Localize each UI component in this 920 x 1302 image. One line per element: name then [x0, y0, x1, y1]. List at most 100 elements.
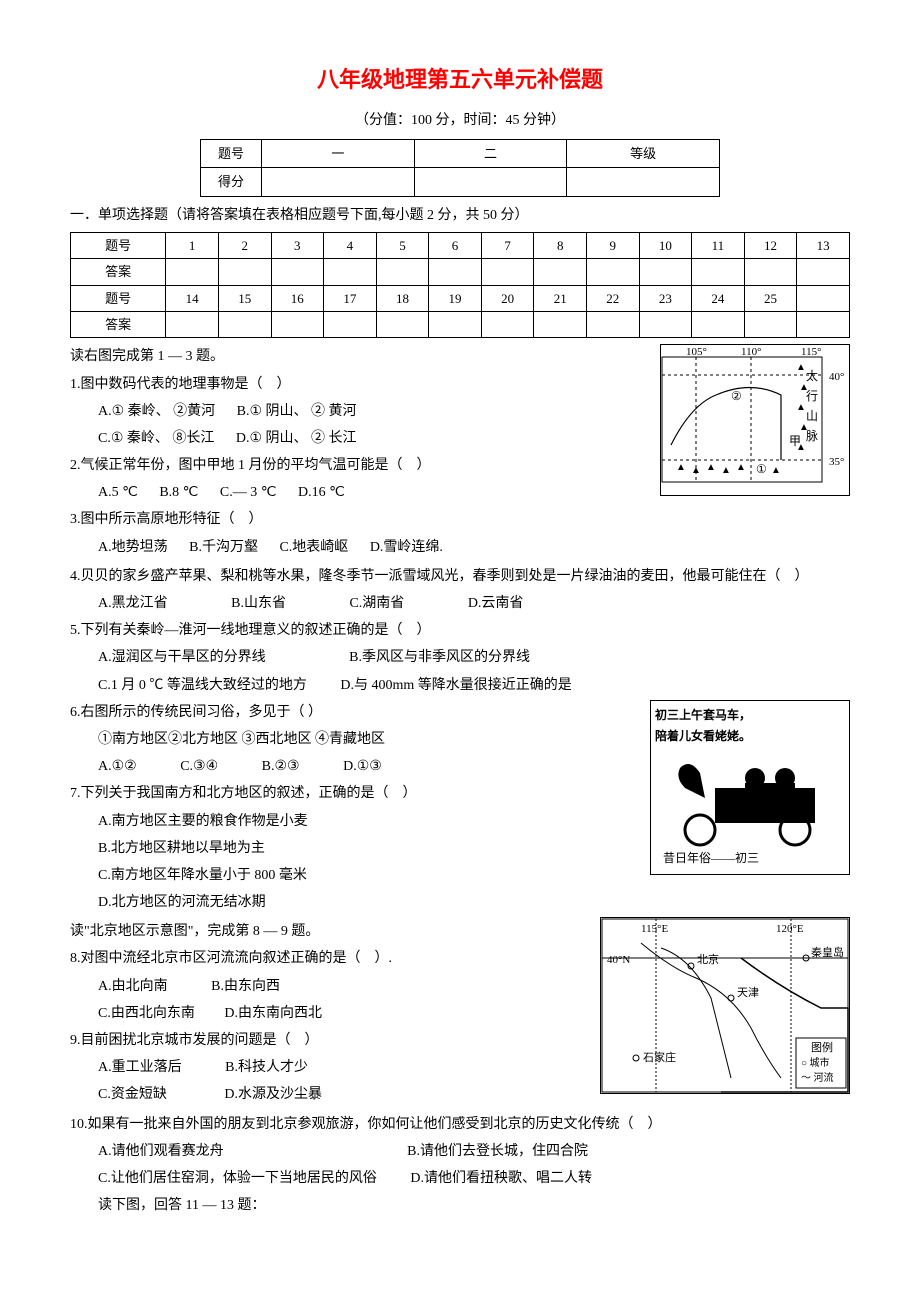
cell: 22 — [586, 285, 639, 311]
lon-label: 115° — [801, 346, 822, 358]
cell: 题号 — [71, 232, 166, 258]
opt: D.16 ℃ — [298, 480, 345, 505]
cell — [797, 285, 850, 311]
svg-text:▲: ▲ — [691, 465, 701, 476]
cell: 等级 — [567, 139, 720, 167]
cell: 二 — [414, 139, 567, 167]
opt: D.① 阴山、 ② 长江 — [236, 426, 357, 451]
cell: 一 — [262, 139, 415, 167]
fig2-line1: 初三上午套马车， — [655, 705, 845, 727]
cell — [262, 168, 415, 196]
taihang-label: 山 — [806, 409, 818, 423]
legend-title: 图例 — [811, 1040, 833, 1054]
opt: B.千沟万壑 — [189, 535, 258, 560]
city-beijing: 北京 — [697, 952, 719, 966]
options-4: A.黑龙江省 B.山东省 C.湖南省 D.云南省 — [70, 591, 850, 616]
cell: 6 — [429, 232, 482, 258]
taihang-label: 太 — [806, 368, 818, 383]
opt: C.由西北向东南 — [98, 1001, 195, 1026]
cell — [567, 168, 720, 196]
cell: 9 — [586, 232, 639, 258]
opt: B.②③ — [262, 754, 300, 779]
opt: B.① 阴山、 ② 黄河 — [237, 399, 357, 424]
lon-label: 120°E — [776, 923, 804, 935]
table-row: 答案 — [71, 311, 850, 337]
lon-label: 105° — [686, 346, 707, 358]
svg-text:▲: ▲ — [796, 442, 806, 453]
cell: 15 — [218, 285, 271, 311]
cell: 10 — [639, 232, 692, 258]
opt: B.科技人才少 — [225, 1055, 308, 1080]
opt: C.资金短缺 — [98, 1082, 167, 1107]
opt: C.① 秦岭、 ⑧长江 — [98, 426, 214, 451]
lat-label: 35° — [829, 456, 844, 468]
svg-text:▲: ▲ — [721, 465, 731, 476]
opt: D.雪岭连绵. — [370, 535, 443, 560]
cell: 题号 — [71, 285, 166, 311]
cell: 21 — [534, 285, 587, 311]
cell: 18 — [376, 285, 429, 311]
figure-loess-plateau-map: 105° 110° 115° 40° 35° ② ① 甲 太 行 山 脉 ▲▲▲… — [660, 344, 850, 496]
cell: 3 — [271, 232, 324, 258]
figure-folk-custom: 初三上午套马车， 陪着儿女看姥姥。 昔日年俗——初三 — [650, 700, 850, 875]
opt: A.①② — [98, 754, 137, 779]
opt-7d: D.北方地区的河流无结冰期 — [70, 890, 850, 915]
opt: A.地势坦荡 — [98, 535, 168, 560]
lat-label: 40°N — [607, 954, 630, 966]
cell: 14 — [166, 285, 219, 311]
legend-city: ○ 城市 — [801, 1056, 830, 1069]
cell: 20 — [481, 285, 534, 311]
opt: C.地表崎岖 — [279, 535, 348, 560]
cell: 23 — [639, 285, 692, 311]
opt: D.水源及沙尘暴 — [224, 1082, 322, 1107]
cell: 17 — [324, 285, 377, 311]
figure-beijing-map: 115°E 120°E 40°N 北京 天津 石家庄 秦皇岛 图例 ○ 城市 ～… — [600, 917, 850, 1094]
options-3: A.地势坦荡 B.千沟万壑 C.地表崎岖 D.雪岭连绵. — [70, 535, 850, 560]
opt: A.① 秦岭、 ②黄河 — [98, 399, 215, 424]
cell: 2 — [218, 232, 271, 258]
lon-label: 115°E — [641, 923, 668, 935]
city-tianjin: 天津 — [737, 986, 759, 999]
city-sjz: 石家庄 — [643, 1050, 676, 1064]
fig2-line2: 陪着儿女看姥姥。 — [655, 726, 845, 748]
svg-text:▲: ▲ — [771, 465, 781, 476]
score-table: 题号 一 二 等级 得分 — [200, 139, 720, 197]
opt: D.请他们看扭秧歌、唱二人转 — [410, 1166, 592, 1191]
cell: 题号 — [201, 139, 262, 167]
cell: 5 — [376, 232, 429, 258]
city-qhd: 秦皇岛 — [811, 945, 844, 959]
marker-one: ① — [756, 462, 767, 476]
cell: 得分 — [201, 168, 262, 196]
section-a-heading: 一．单项选择题（请将答案填在表格相应题号下面,每小题 2 分，共 50 分） — [70, 203, 850, 228]
legend-river: ～ 河流 — [801, 1071, 834, 1084]
cell: 答案 — [71, 259, 166, 285]
opt: A.请他们观看赛龙舟 — [98, 1139, 224, 1164]
question-5: 5.下列有关秦岭—淮河一线地理意义的叙述正确的是（ ） — [70, 618, 850, 643]
page-subtitle: （分值：100 分，时间：45 分钟） — [70, 108, 850, 133]
cell: 12 — [744, 232, 797, 258]
opt: D.①③ — [343, 754, 382, 779]
cell: 7 — [481, 232, 534, 258]
opt: A.湿润区与干旱区的分界线 — [98, 645, 266, 670]
cell: 4 — [324, 232, 377, 258]
options-5cd: C.1 月 0 ℃ 等温线大致经过的地方 D.与 400mm 等降水量很接近正确… — [70, 673, 850, 698]
table-row: 答案 — [71, 259, 850, 285]
options-5ab: A.湿润区与干旱区的分界线 B.季风区与非季风区的分界线 — [70, 645, 850, 670]
svg-text:▲: ▲ — [799, 382, 809, 393]
svg-text:▲: ▲ — [676, 462, 686, 473]
opt: C.让他们居住窑洞，体验一下当地居民的风俗 — [98, 1166, 377, 1191]
opt: D.由东南向西北 — [224, 1001, 322, 1026]
opt: B.请他们去登长城，住四合院 — [407, 1139, 588, 1164]
table-row: 题号 14 15 16 17 18 19 20 21 22 23 24 25 — [71, 285, 850, 311]
cell: 13 — [797, 232, 850, 258]
instruction-q11-13: 读下图，回答 11 — 13 题： — [70, 1193, 850, 1218]
cell — [414, 168, 567, 196]
answer-grid: 题号 1 2 3 4 5 6 7 8 9 10 11 12 13 答案 题号 1… — [70, 232, 850, 339]
cell: 19 — [429, 285, 482, 311]
cell: 24 — [692, 285, 745, 311]
cell: 8 — [534, 232, 587, 258]
opt: D.云南省 — [468, 591, 524, 616]
svg-text:▲: ▲ — [796, 402, 806, 413]
cell: 25 — [744, 285, 797, 311]
opt: A.由北向南 — [98, 974, 168, 999]
